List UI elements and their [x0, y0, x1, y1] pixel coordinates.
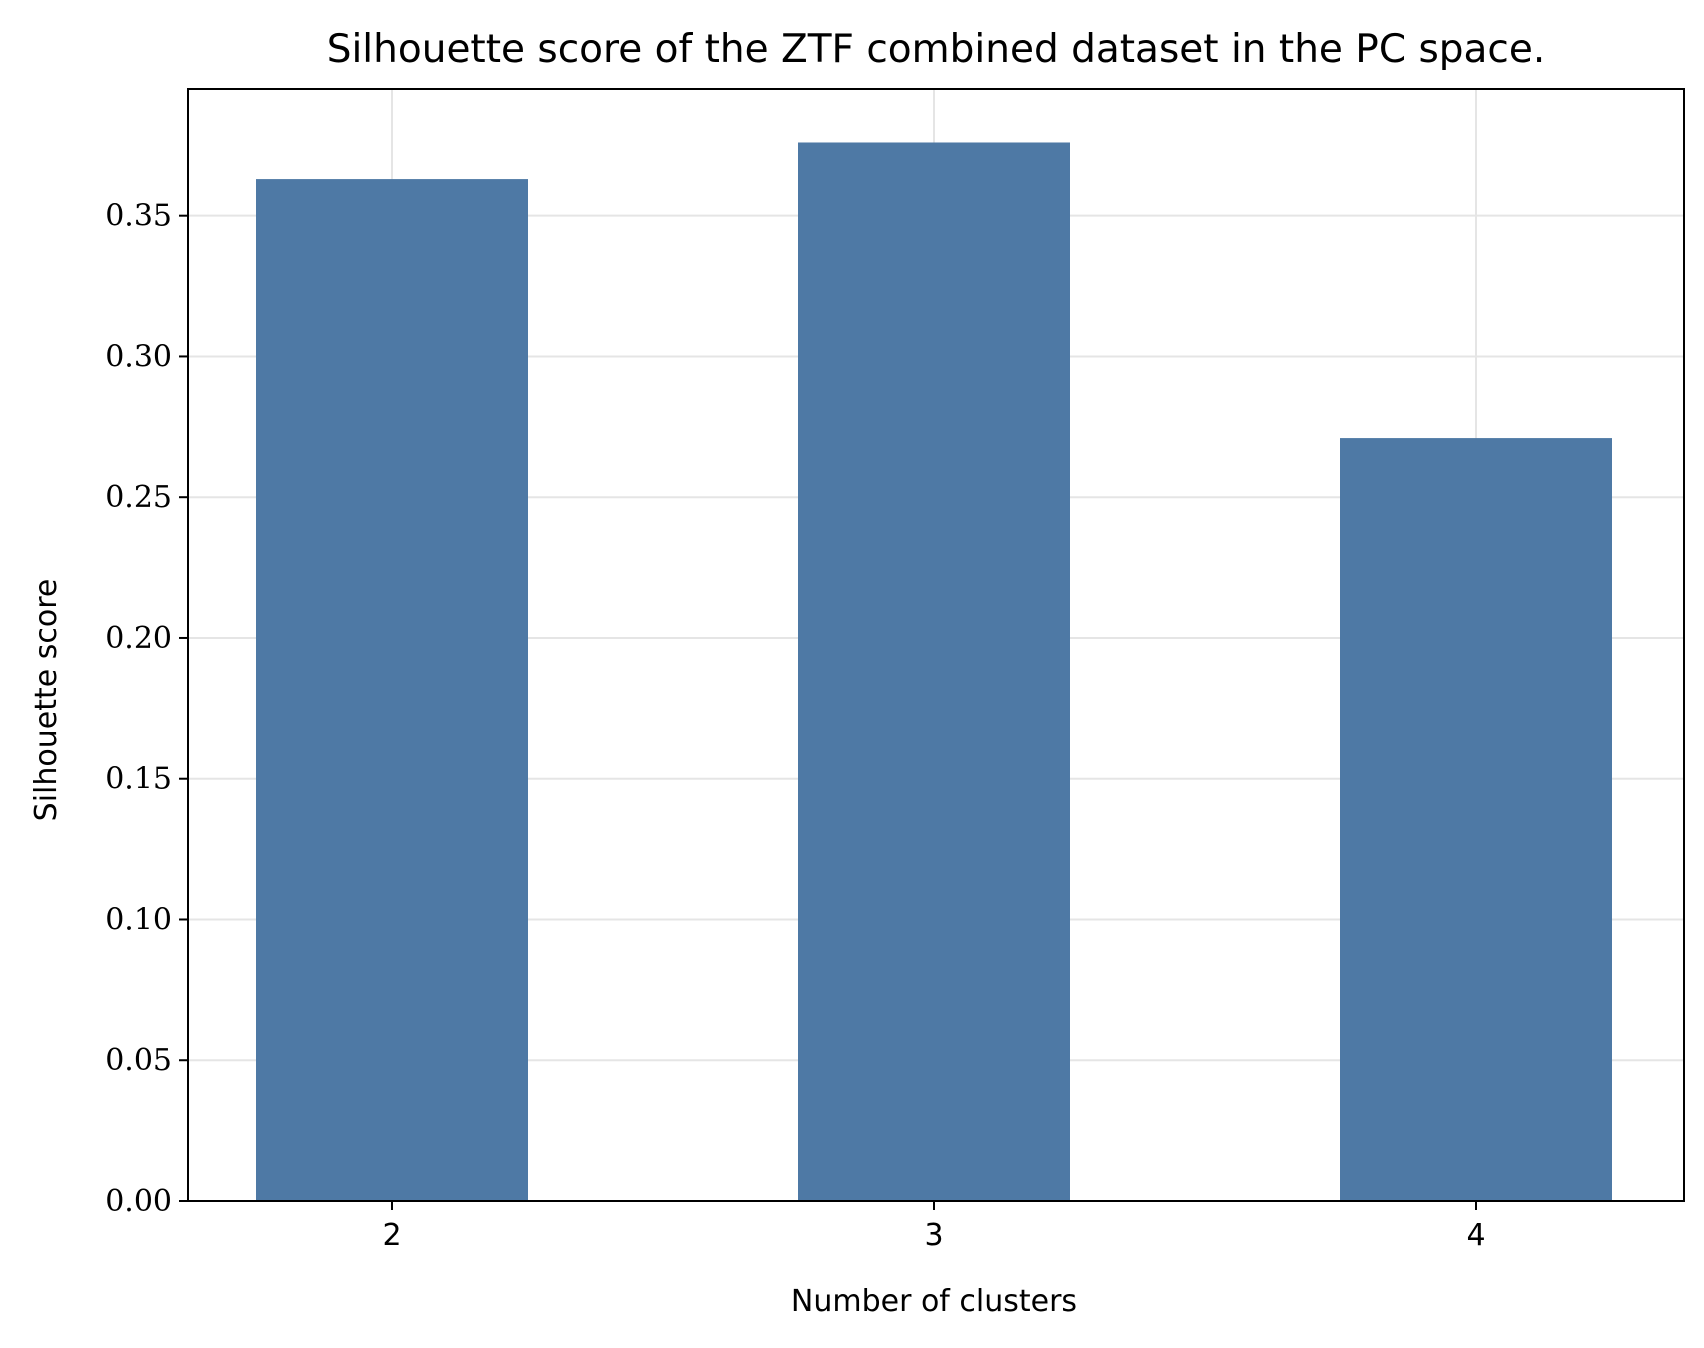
- bar-3: [798, 142, 1070, 1201]
- ticks-layer: 0.00 0.05 0.10 0.15 0.20 0.25 0.30 0.35 2 3 4: [105, 199, 1485, 1253]
- x-axis-label: Number of clusters: [791, 1284, 1077, 1319]
- bar-4: [1340, 438, 1612, 1201]
- x-tick-label: 3: [924, 1218, 943, 1253]
- y-tick-label: 0.05: [105, 1043, 172, 1078]
- plot-frame: [187, 88, 1685, 1202]
- y-tick-label: 0.10: [105, 902, 172, 937]
- x-tick-label: 4: [1466, 1218, 1485, 1253]
- y-tick-label: 0.15: [105, 762, 172, 797]
- bars-layer: [256, 142, 1612, 1202]
- y-tick-label: 0.25: [105, 480, 172, 515]
- y-axis-label: Silhouette score: [29, 579, 64, 822]
- y-tick-label: 0.00: [105, 1184, 172, 1219]
- y-tick-label: 0.35: [105, 199, 172, 234]
- y-tick-label: 0.20: [105, 621, 172, 656]
- y-tick-label: 0.30: [105, 339, 172, 374]
- bar-2: [256, 179, 528, 1202]
- x-tick-label: 2: [382, 1218, 401, 1253]
- chart-title: Silhouette score of the ZTF combined dat…: [327, 27, 1546, 72]
